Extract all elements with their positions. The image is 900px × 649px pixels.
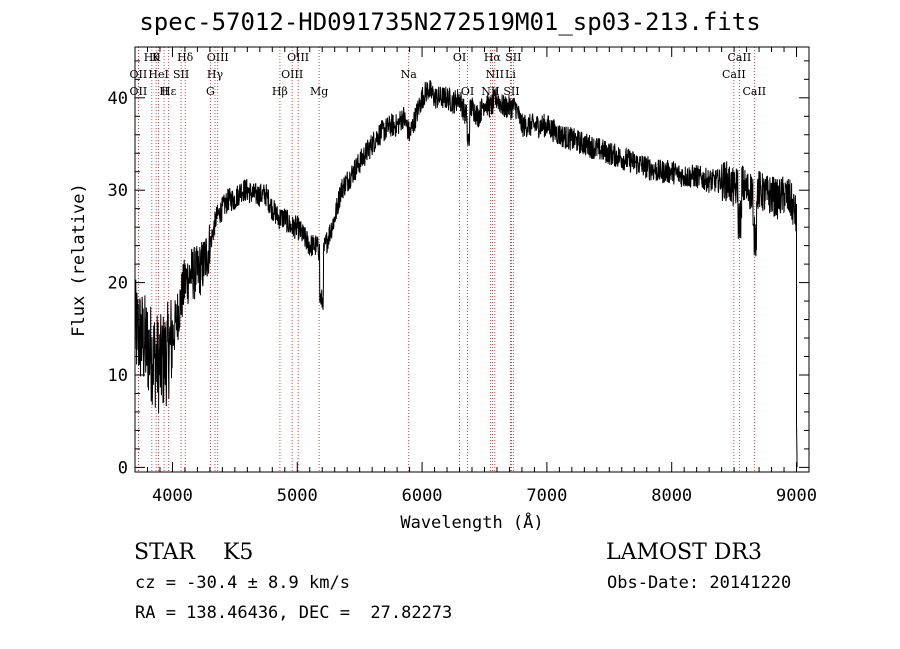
chart-title: spec-57012-HD091735N272519M01_sp03-213.f… (139, 8, 761, 36)
spectrum-line (134, 80, 798, 468)
line-label-3: OIII (207, 51, 229, 64)
line-label-5: OI (453, 51, 466, 64)
line-label-9: OII (130, 68, 148, 81)
line-label-23: Mg (310, 85, 328, 98)
line-label-16: Li (505, 68, 516, 81)
y-tick-label-4: 40 (108, 89, 128, 109)
line-label-1: K (152, 51, 161, 64)
y-tick-label-2: 20 (108, 274, 128, 294)
x-axis-ticks: 4000 5000 6000 7000 8000 9000 (134, 47, 817, 506)
redshift-value: cz = -30.4 ± 8.9 km/s (135, 573, 350, 593)
line-label-22: Hβ (272, 85, 288, 98)
line-label-19: Hε (161, 85, 177, 98)
x-tick-label-5: 9000 (776, 486, 817, 506)
object-class: STAR K5 (134, 540, 254, 565)
line-label-2: Hδ (177, 51, 194, 64)
line-label-12: Hγ (207, 68, 224, 81)
line-label-17: CaII (722, 68, 746, 81)
line-label-14: Na (401, 68, 418, 81)
y-axis-ticks: 0 10 20 30 40 (108, 60, 809, 478)
obs-date: Obs-Date: 20141220 (607, 573, 792, 593)
x-tick-label-4: 8000 (651, 486, 692, 506)
y-axis-label: Flux (relative) (69, 183, 89, 337)
y-tick-label-0: 0 (118, 458, 128, 478)
line-label-27: CaII (742, 85, 766, 98)
x-axis-label: Wavelength (Å) (400, 511, 543, 533)
line-label-6: Hα (484, 51, 502, 64)
line-label-11: SII (173, 68, 189, 81)
y-tick-label-1: 10 (108, 366, 128, 386)
x-tick-label-2: 6000 (402, 486, 443, 506)
line-label-15: NII (486, 68, 504, 81)
line-label-18: OII (130, 85, 148, 98)
spectral-line-markers (137, 47, 755, 472)
x-tick-label-1: 5000 (277, 486, 318, 506)
line-label-24: OI (461, 85, 474, 98)
line-label-10: HeI (148, 68, 168, 81)
x-tick-label-0: 4000 (152, 486, 193, 506)
line-label-0: Hθ (144, 51, 161, 64)
x-tick-label-3: 7000 (526, 486, 567, 506)
line-label-25: NII (481, 85, 499, 98)
line-label-20: H (159, 85, 169, 98)
line-label-7: SII (505, 51, 521, 64)
line-label-13: OIII (281, 68, 303, 81)
line-label-4: OIII (287, 51, 309, 64)
coordinates: RA = 138.46436, DEC = 27.82273 (135, 603, 453, 623)
line-label-26: SII (503, 85, 519, 98)
line-label-21: G (206, 85, 215, 98)
survey-name: LAMOST DR3 (606, 540, 762, 565)
line-label-8: CaII (728, 51, 752, 64)
y-tick-label-3: 30 (108, 181, 128, 201)
